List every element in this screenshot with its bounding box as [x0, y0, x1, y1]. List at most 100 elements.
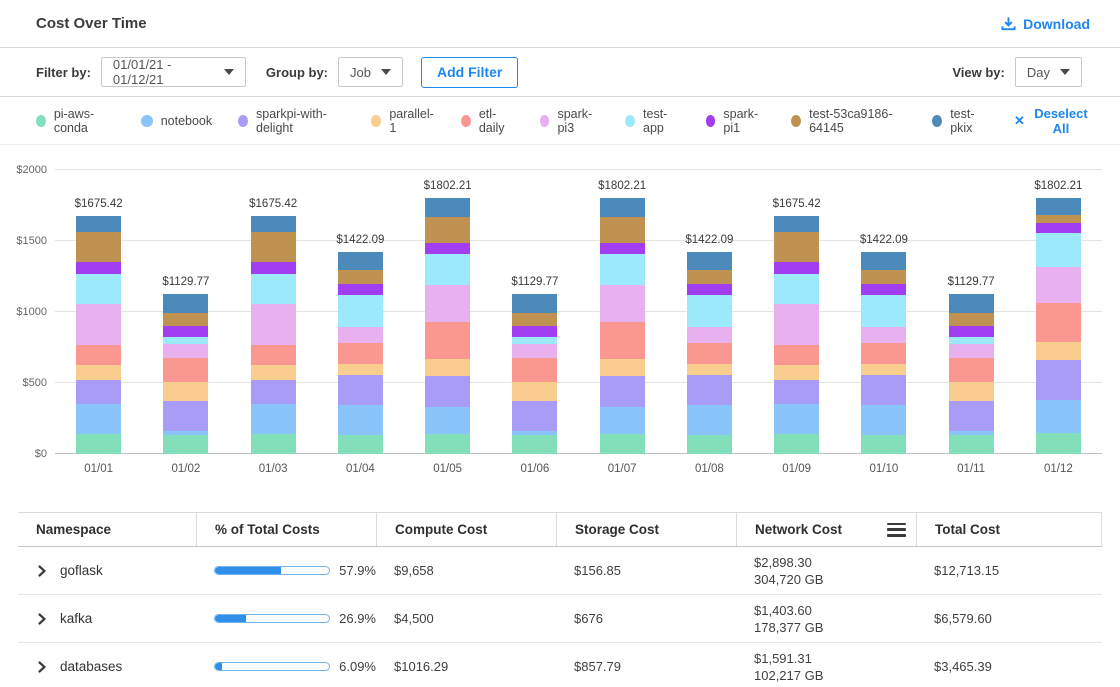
column-header-network[interactable]: Network Cost	[736, 513, 916, 546]
stacked-bar-01/10[interactable]	[861, 252, 907, 454]
bar-segment-pi-aws-conda[interactable]	[425, 434, 471, 454]
bar-segment-test-app[interactable]	[163, 336, 209, 345]
bar-segment-test-app[interactable]	[425, 253, 471, 286]
bar-segment-test-pkix[interactable]	[686, 252, 732, 270]
bar-segment-test-pkix[interactable]	[512, 293, 558, 313]
bar-segment-parallel-1[interactable]	[163, 382, 209, 401]
legend-item-spark-pi1[interactable]: spark-pi1	[705, 107, 766, 135]
bar-segment-notebook[interactable]	[686, 405, 732, 435]
bar-segment-spark-pi1[interactable]	[163, 325, 209, 337]
bar-segment-sparkpi-with-delight[interactable]	[861, 374, 907, 406]
bar-segment-pi-aws-conda[interactable]	[163, 434, 209, 454]
bar-segment-spark-pi1[interactable]	[512, 325, 558, 337]
bar-segment-parallel-1[interactable]	[1035, 341, 1081, 361]
bar-segment-pi-aws-conda[interactable]	[948, 434, 994, 454]
chevron-right-icon[interactable]	[36, 564, 48, 577]
bar-segment-spark-pi1[interactable]	[861, 283, 907, 295]
bar-segment-test-53ca9186-64145[interactable]	[512, 312, 558, 326]
column-header-compute[interactable]: Compute Cost	[376, 513, 556, 546]
bar-segment-parallel-1[interactable]	[948, 382, 994, 401]
stacked-bar-01/08[interactable]	[686, 252, 732, 454]
bar-segment-etl-daily[interactable]	[250, 344, 296, 365]
bar-segment-notebook[interactable]	[76, 403, 122, 434]
bar-segment-test-app[interactable]	[861, 294, 907, 327]
bar-segment-test-pkix[interactable]	[76, 216, 122, 233]
bar-segment-notebook[interactable]	[861, 405, 907, 435]
view-by-select[interactable]: Day	[1014, 57, 1082, 87]
bar-segment-spark-pi1[interactable]	[337, 283, 383, 295]
bar-segment-spark-pi1[interactable]	[425, 243, 471, 254]
bar-segment-test-53ca9186-64145[interactable]	[1035, 214, 1081, 223]
bar-segment-etl-daily[interactable]	[948, 358, 994, 383]
bar-segment-test-53ca9186-64145[interactable]	[250, 232, 296, 263]
bar-segment-pi-aws-conda[interactable]	[861, 434, 907, 454]
bar-segment-parallel-1[interactable]	[250, 365, 296, 381]
date-range-select[interactable]: 01/01/21 - 01/12/21	[100, 57, 246, 87]
bar-segment-test-app[interactable]	[599, 253, 645, 286]
bar-segment-spark-pi1[interactable]	[774, 262, 820, 274]
bar-segment-spark-pi3[interactable]	[425, 285, 471, 323]
bar-segment-spark-pi3[interactable]	[1035, 266, 1081, 304]
stacked-bar-01/06[interactable]	[512, 293, 558, 454]
bar-segment-etl-daily[interactable]	[1035, 303, 1081, 342]
bar-segment-spark-pi3[interactable]	[512, 344, 558, 359]
bar-segment-notebook[interactable]	[1035, 400, 1081, 433]
bar-segment-etl-daily[interactable]	[512, 358, 558, 383]
add-filter-button[interactable]: Add Filter	[420, 56, 519, 88]
stacked-bar-01/04[interactable]	[337, 252, 383, 454]
namespace-cell[interactable]: kafka	[18, 595, 196, 642]
bar-segment-spark-pi3[interactable]	[948, 344, 994, 359]
bar-segment-sparkpi-with-delight[interactable]	[686, 374, 732, 406]
bar-segment-spark-pi3[interactable]	[774, 304, 820, 345]
legend-item-test-53ca9186-64145[interactable]: test-53ca9186-64145	[791, 107, 906, 135]
column-header-namespace[interactable]: Namespace	[36, 522, 112, 537]
bar-segment-notebook[interactable]	[425, 406, 471, 435]
bar-segment-parallel-1[interactable]	[686, 363, 732, 375]
bar-segment-test-pkix[interactable]	[250, 216, 296, 233]
bar-segment-spark-pi1[interactable]	[1035, 222, 1081, 234]
bar-segment-test-app[interactable]	[512, 336, 558, 345]
stacked-bar-01/05[interactable]	[425, 198, 471, 454]
bar-segment-sparkpi-with-delight[interactable]	[76, 380, 122, 404]
bar-segment-pi-aws-conda[interactable]	[76, 433, 122, 454]
bar-segment-spark-pi3[interactable]	[861, 326, 907, 343]
legend-item-test-app[interactable]: test-app	[625, 107, 679, 135]
bar-segment-pi-aws-conda[interactable]	[774, 433, 820, 454]
bar-segment-parallel-1[interactable]	[76, 365, 122, 381]
legend-item-notebook[interactable]: notebook	[140, 114, 212, 128]
column-header-pct-total[interactable]: % of Total Costs	[196, 513, 376, 546]
bar-segment-notebook[interactable]	[599, 406, 645, 435]
bar-segment-parallel-1[interactable]	[425, 359, 471, 376]
column-header-total[interactable]: Total Cost	[916, 513, 1102, 546]
bar-segment-test-pkix[interactable]	[1035, 198, 1081, 215]
bar-segment-test-app[interactable]	[250, 273, 296, 305]
bar-segment-test-pkix[interactable]	[599, 198, 645, 217]
stacked-bar-01/01[interactable]	[76, 216, 122, 454]
stacked-bar-01/02[interactable]	[163, 293, 209, 454]
bar-segment-sparkpi-with-delight[interactable]	[948, 400, 994, 431]
bar-segment-pi-aws-conda[interactable]	[512, 434, 558, 454]
bar-segment-sparkpi-with-delight[interactable]	[1035, 360, 1081, 401]
bar-segment-parallel-1[interactable]	[337, 363, 383, 375]
stacked-bar-01/11[interactable]	[948, 293, 994, 454]
column-header-storage[interactable]: Storage Cost	[556, 513, 736, 546]
stacked-bar-01/07[interactable]	[599, 198, 645, 454]
stacked-bar-01/03[interactable]	[250, 216, 296, 454]
bar-segment-sparkpi-with-delight[interactable]	[599, 375, 645, 407]
bar-segment-test-53ca9186-64145[interactable]	[686, 269, 732, 284]
bar-segment-sparkpi-with-delight[interactable]	[337, 374, 383, 406]
bar-segment-test-53ca9186-64145[interactable]	[861, 269, 907, 284]
bar-segment-test-pkix[interactable]	[861, 252, 907, 270]
bar-segment-spark-pi1[interactable]	[76, 262, 122, 274]
bar-segment-spark-pi1[interactable]	[948, 325, 994, 337]
bar-segment-spark-pi3[interactable]	[337, 326, 383, 343]
bar-segment-test-pkix[interactable]	[948, 293, 994, 313]
bar-segment-test-app[interactable]	[1035, 233, 1081, 267]
legend-item-spark-pi3[interactable]: spark-pi3	[539, 107, 600, 135]
bar-segment-test-pkix[interactable]	[163, 293, 209, 313]
bar-segment-etl-daily[interactable]	[599, 322, 645, 360]
bar-segment-spark-pi3[interactable]	[163, 344, 209, 359]
bar-segment-notebook[interactable]	[948, 430, 994, 435]
bar-segment-test-pkix[interactable]	[425, 198, 471, 217]
bar-segment-spark-pi1[interactable]	[599, 243, 645, 254]
